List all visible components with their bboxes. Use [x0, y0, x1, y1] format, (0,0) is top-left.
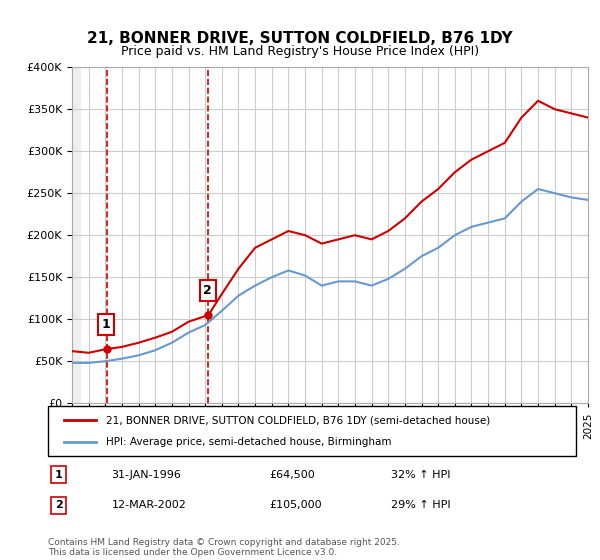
Text: £105,000: £105,000 [270, 501, 322, 510]
Text: 2: 2 [203, 284, 212, 297]
Text: 29% ↑ HPI: 29% ↑ HPI [391, 501, 451, 510]
Text: 1: 1 [101, 318, 110, 331]
Text: 21, BONNER DRIVE, SUTTON COLDFIELD, B76 1DY: 21, BONNER DRIVE, SUTTON COLDFIELD, B76 … [87, 31, 513, 46]
Text: 31-JAN-1996: 31-JAN-1996 [112, 470, 181, 479]
Bar [72, 67, 80, 403]
FancyBboxPatch shape [48, 406, 576, 456]
Text: Price paid vs. HM Land Registry's House Price Index (HPI): Price paid vs. HM Land Registry's House … [121, 45, 479, 58]
Text: HPI: Average price, semi-detached house, Birmingham: HPI: Average price, semi-detached house,… [106, 437, 392, 447]
Text: £64,500: £64,500 [270, 470, 316, 479]
Text: 21, BONNER DRIVE, SUTTON COLDFIELD, B76 1DY (semi-detached house): 21, BONNER DRIVE, SUTTON COLDFIELD, B76 … [106, 415, 490, 425]
Text: 12-MAR-2002: 12-MAR-2002 [112, 501, 186, 510]
Text: Contains HM Land Registry data © Crown copyright and database right 2025.
This d: Contains HM Land Registry data © Crown c… [48, 538, 400, 557]
Text: 2: 2 [55, 501, 62, 510]
Text: 32% ↑ HPI: 32% ↑ HPI [391, 470, 451, 479]
Text: 1: 1 [55, 470, 62, 479]
